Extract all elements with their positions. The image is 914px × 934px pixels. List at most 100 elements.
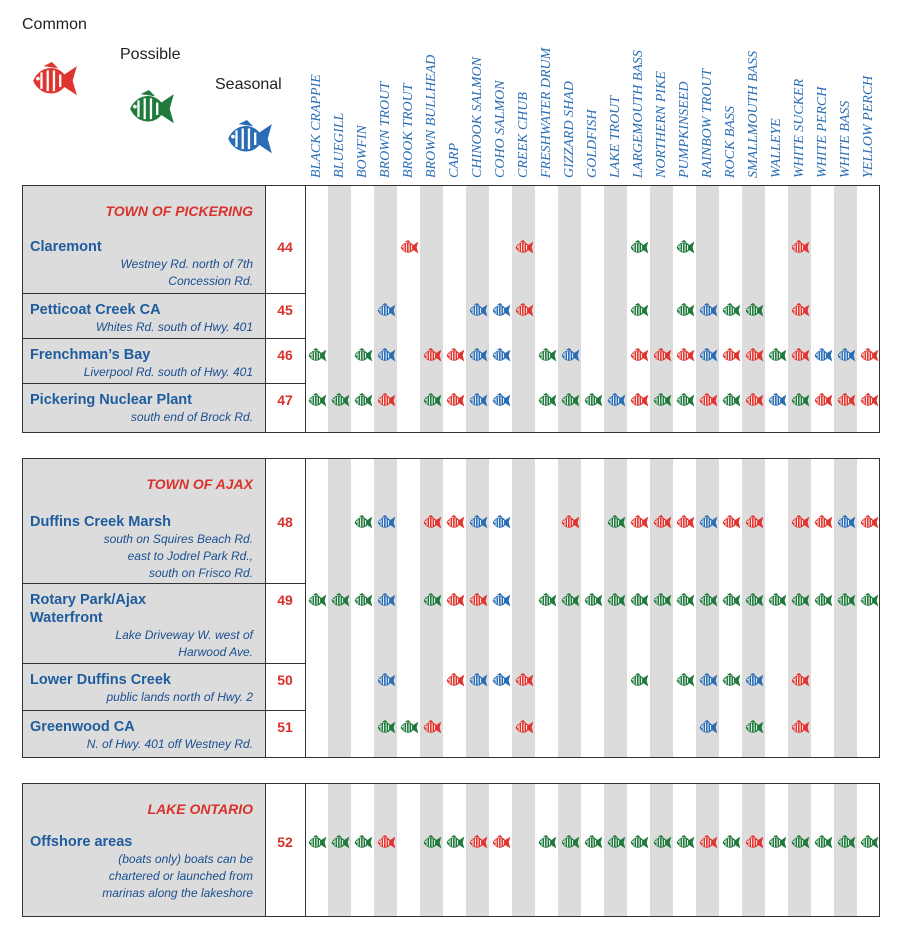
fish-icon — [837, 514, 856, 529]
fish-icon — [791, 592, 810, 607]
row-description: N. of Hwy. 401 off Westney Rd. — [86, 737, 253, 751]
fish-icon — [377, 302, 396, 317]
fish-icon — [791, 719, 810, 734]
fish-icon — [676, 392, 695, 407]
row-description: south end of Brock Rd. — [130, 410, 253, 424]
row-name: Duffins Creek Marsh — [30, 514, 172, 530]
fish-icon — [699, 592, 718, 607]
row-name: Frenchman’s Bay — [30, 347, 151, 363]
fish-icon — [308, 347, 327, 362]
left-panel — [23, 186, 265, 432]
fish-icon — [745, 347, 764, 362]
column-header: WALLEYE — [769, 118, 784, 178]
fish-icon — [791, 302, 810, 317]
fish-icon — [377, 392, 396, 407]
row-description: east to Jodrel Park Rd., — [127, 549, 253, 563]
fish-icon — [768, 347, 787, 362]
fish-icon — [653, 514, 672, 529]
section-title: LAKE ONTARIO — [147, 801, 253, 817]
column-header: SMALLMOUTH BASS — [746, 50, 761, 178]
fish-icon — [492, 672, 511, 687]
column-header: GOLDFISH — [585, 109, 600, 178]
fish-icon — [653, 347, 672, 362]
column-shade — [420, 459, 443, 757]
fish-icon — [860, 834, 879, 849]
column-shade — [512, 459, 535, 757]
fish-icon — [722, 302, 741, 317]
fish-icon — [837, 392, 856, 407]
fish-icon — [492, 347, 511, 362]
fish-icon — [492, 514, 511, 529]
column-shade — [420, 186, 443, 432]
divider — [265, 185, 266, 433]
fish-icon — [860, 592, 879, 607]
fish-icon — [400, 719, 419, 734]
fish-icon — [653, 834, 672, 849]
fish-icon — [630, 672, 649, 687]
row-divider — [22, 710, 305, 711]
fish-icon — [630, 347, 649, 362]
fish-icon — [722, 392, 741, 407]
fish-icon — [745, 514, 764, 529]
column-header: BROOK TROUT — [401, 83, 416, 178]
column-header: FRESHWATER DRUM — [539, 47, 554, 178]
fish-icon — [584, 592, 603, 607]
row-description: Westney Rd. north of 7th — [120, 257, 253, 271]
fish-icon — [676, 239, 695, 254]
column-header: BROWN TROUT — [378, 81, 393, 178]
divider — [305, 783, 306, 917]
column-shade — [374, 784, 397, 916]
fish-icon — [469, 302, 488, 317]
fish-icon — [354, 592, 373, 607]
fish-icon — [791, 834, 810, 849]
fish-icon — [745, 302, 764, 317]
section-title: TOWN OF PICKERING — [105, 203, 253, 219]
fish-icon — [791, 347, 810, 362]
fish-icon — [354, 834, 373, 849]
divider — [265, 783, 266, 917]
fish-icon — [469, 514, 488, 529]
row-divider — [22, 293, 305, 294]
column-header: BROWN BULLHEAD — [424, 54, 439, 178]
fish-icon — [354, 392, 373, 407]
fish-icon — [446, 392, 465, 407]
fish-icon — [676, 347, 695, 362]
fish-icon — [446, 514, 465, 529]
fish-icon — [630, 834, 649, 849]
row-name: Offshore areas — [30, 834, 133, 850]
fish-icon — [722, 672, 741, 687]
section-box — [22, 458, 880, 758]
fish-icon — [699, 834, 718, 849]
fish-icon — [354, 347, 373, 362]
fish-icon — [837, 347, 856, 362]
fish-icon — [538, 834, 557, 849]
legend-fish — [33, 62, 77, 96]
fish-icon — [676, 592, 695, 607]
fish-icon — [791, 672, 810, 687]
fish-icon — [653, 392, 672, 407]
column-header: BLACK CRAPPIE — [309, 74, 324, 178]
row-number: 52 — [277, 834, 293, 850]
fish-icon — [446, 672, 465, 687]
fish-icon — [768, 834, 787, 849]
fish-icon — [469, 592, 488, 607]
fish-icon — [561, 592, 580, 607]
fish-icon — [446, 834, 465, 849]
column-shade — [604, 186, 627, 432]
row-description: Concession Rd. — [168, 274, 253, 288]
fish-icon — [860, 392, 879, 407]
row-name: Petticoat Creek CA — [30, 302, 161, 318]
fish-icon — [630, 514, 649, 529]
column-shade — [834, 186, 857, 432]
left-panel — [23, 459, 265, 757]
column-shade — [420, 784, 443, 916]
divider — [305, 458, 306, 758]
fish-icon — [423, 514, 442, 529]
fish-icon — [377, 514, 396, 529]
column-shade — [374, 459, 397, 757]
row-name: Rotary Park/Ajax — [30, 592, 147, 608]
fish-icon — [745, 592, 764, 607]
fish-icon — [676, 302, 695, 317]
row-description: south on Squires Beach Rd. — [103, 532, 253, 546]
